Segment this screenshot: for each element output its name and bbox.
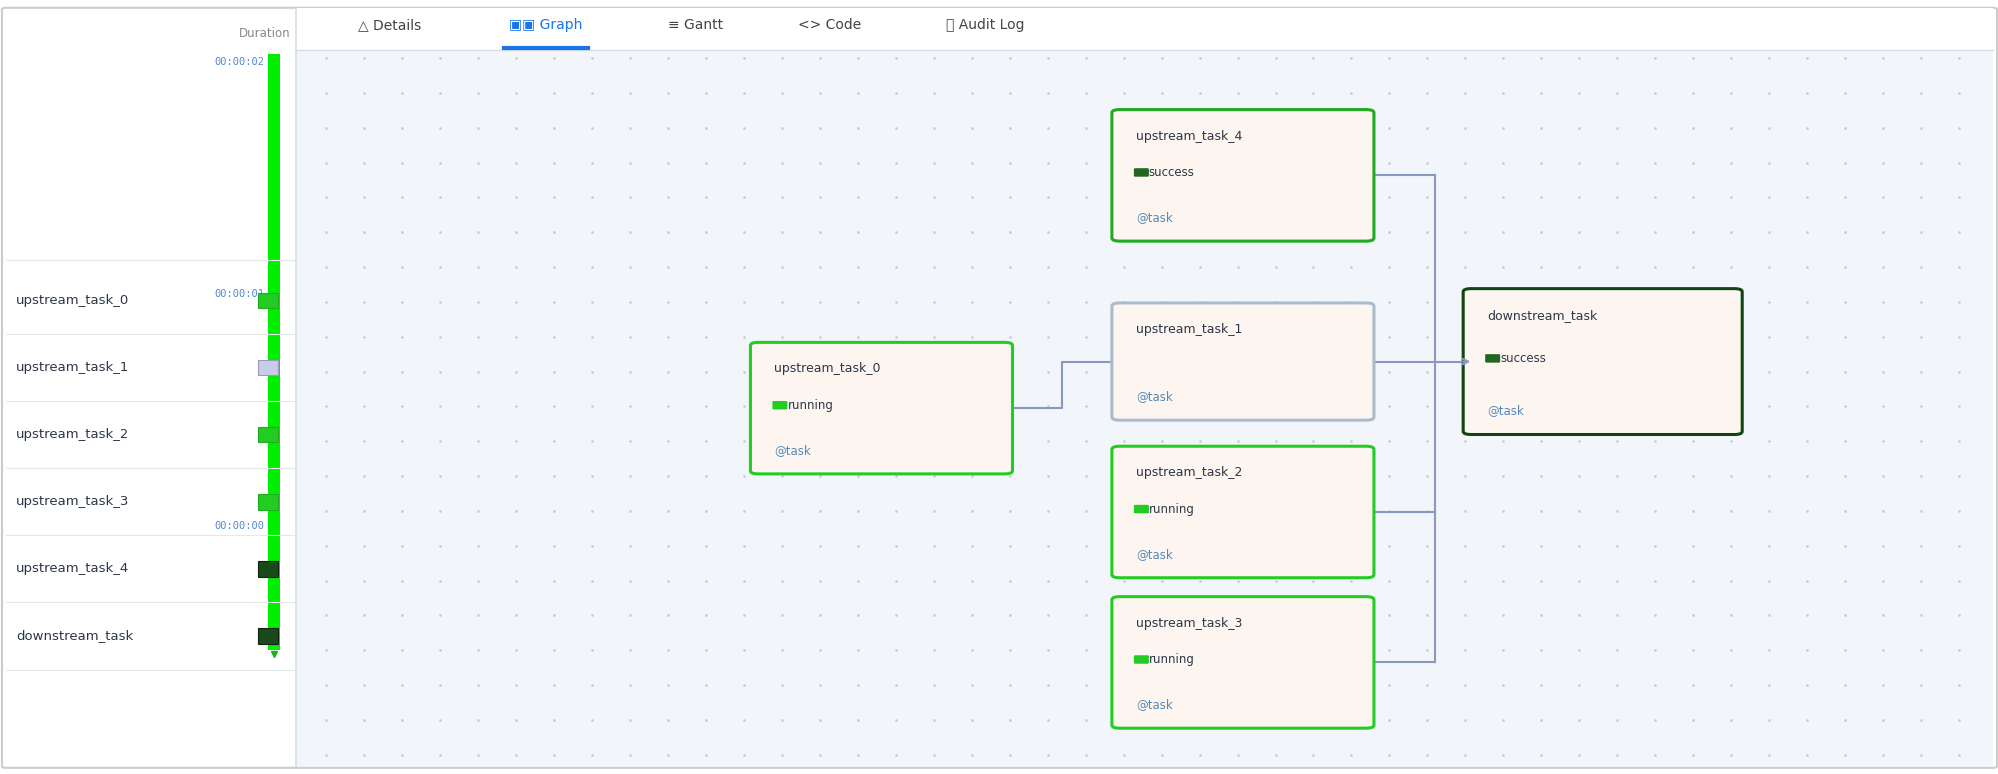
FancyBboxPatch shape xyxy=(1111,597,1373,728)
FancyBboxPatch shape xyxy=(258,293,278,308)
Text: ⎘ Audit Log: ⎘ Audit Log xyxy=(945,18,1025,32)
FancyBboxPatch shape xyxy=(1133,656,1149,664)
Text: upstream_task_3: upstream_task_3 xyxy=(16,495,130,509)
FancyBboxPatch shape xyxy=(1133,505,1149,513)
Text: @task: @task xyxy=(1135,698,1173,711)
FancyBboxPatch shape xyxy=(1111,110,1373,241)
FancyBboxPatch shape xyxy=(258,494,278,509)
Text: upstream_task_3: upstream_task_3 xyxy=(1135,617,1241,630)
FancyBboxPatch shape xyxy=(2,8,1996,768)
Text: running: running xyxy=(1149,502,1195,515)
FancyBboxPatch shape xyxy=(258,628,278,644)
FancyBboxPatch shape xyxy=(1485,354,1498,363)
FancyBboxPatch shape xyxy=(771,401,787,409)
Text: 00:00:02: 00:00:02 xyxy=(214,57,264,67)
FancyBboxPatch shape xyxy=(749,342,1013,474)
Text: ≡ Gantt: ≡ Gantt xyxy=(667,18,723,32)
Text: downstream_task: downstream_task xyxy=(1487,309,1596,322)
Text: upstream_task_4: upstream_task_4 xyxy=(16,563,130,575)
Text: success: success xyxy=(1149,166,1195,179)
FancyBboxPatch shape xyxy=(1111,447,1373,577)
Text: upstream_task_1: upstream_task_1 xyxy=(16,361,130,374)
Text: @task: @task xyxy=(1135,548,1173,560)
Text: upstream_task_1: upstream_task_1 xyxy=(1135,323,1241,336)
FancyBboxPatch shape xyxy=(1133,168,1149,176)
Text: △ Details: △ Details xyxy=(358,18,422,32)
FancyBboxPatch shape xyxy=(258,360,278,375)
Text: running: running xyxy=(787,399,833,412)
FancyBboxPatch shape xyxy=(258,561,278,577)
FancyBboxPatch shape xyxy=(1463,289,1742,434)
Text: @task: @task xyxy=(1487,405,1522,417)
Text: 00:00:00: 00:00:00 xyxy=(214,522,264,531)
FancyBboxPatch shape xyxy=(268,54,280,650)
Text: @task: @task xyxy=(1135,390,1173,403)
Text: ▣▣ Graph: ▣▣ Graph xyxy=(509,18,581,32)
FancyBboxPatch shape xyxy=(1111,303,1373,420)
Text: running: running xyxy=(1149,653,1195,666)
Text: downstream_task: downstream_task xyxy=(16,629,134,642)
Text: upstream_task_0: upstream_task_0 xyxy=(773,362,881,375)
Text: upstream_task_4: upstream_task_4 xyxy=(1135,130,1241,142)
Text: upstream_task_2: upstream_task_2 xyxy=(1135,467,1241,479)
FancyBboxPatch shape xyxy=(296,8,1992,50)
Text: @task: @task xyxy=(1135,211,1173,224)
Text: @task: @task xyxy=(773,444,811,457)
Text: Duration: Duration xyxy=(238,27,290,40)
Text: <> Code: <> Code xyxy=(797,18,861,32)
Text: upstream_task_0: upstream_task_0 xyxy=(16,294,130,307)
FancyBboxPatch shape xyxy=(258,427,278,443)
Text: 00:00:01: 00:00:01 xyxy=(214,289,264,299)
FancyBboxPatch shape xyxy=(296,50,1992,766)
Text: success: success xyxy=(1498,352,1544,365)
Text: upstream_task_2: upstream_task_2 xyxy=(16,428,130,441)
FancyBboxPatch shape xyxy=(6,9,296,766)
